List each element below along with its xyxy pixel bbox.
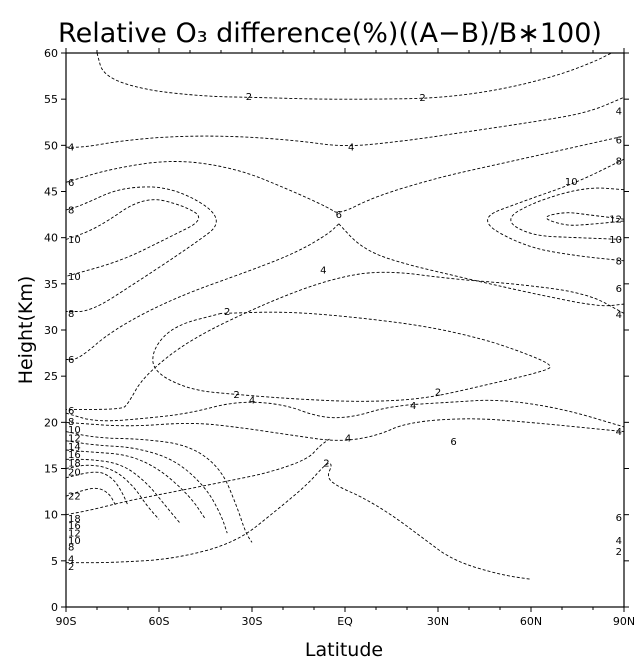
contour-label-46: 6 [616,513,622,524]
contour-label-27: 20 [68,468,81,479]
contour-label-40: 12 [609,215,622,226]
y-tick-label-7: 35 [44,278,58,291]
y-tick-label-5: 25 [44,370,58,383]
chart-title: Relative O₃ difference(%)((A−B)/B∗100) [58,18,602,49]
y-tick-label-0: 0 [51,601,58,614]
contour-line-4 [339,224,624,306]
x-tick-label-3: EQ [337,615,353,628]
contour-label-12: 2 [224,307,230,318]
contour-label-43: 6 [616,284,622,295]
contour-label-6: 10 [68,235,81,246]
x-tick-label-5: 60N [520,615,542,628]
contour-lines [66,53,624,579]
y-tick-label-8: 40 [44,232,58,245]
contour-label-10: 6 [336,210,342,221]
contour-line-3 [66,224,339,360]
contour-label-14: 4 [249,396,255,407]
contour-line-1 [66,97,624,147]
y-tick-label-4: 20 [44,416,58,429]
contour-line-17 [66,459,181,524]
x-tick-label-0: 90S [56,615,77,628]
contour-label-28: 22 [68,492,81,503]
x-tick-label-1: 60S [149,615,170,628]
x-axis-label: Latitude [305,639,383,659]
contour-label-39: 10 [565,177,578,188]
axis-ticks: 0 5 10 15 20 25 30 35 40 45 50 55 60 90S 60S 30S EQ 30N 60… [44,47,634,628]
contour-line-8 [511,188,624,239]
plot-frame [66,53,624,607]
contour-label-16: 4 [410,401,416,412]
y-tick-label-3: 15 [44,463,58,476]
contour-label-13: 2 [233,390,239,401]
y-tick-label-1: 5 [51,555,58,568]
contour-label-36: 4 [616,107,622,118]
contour-line-0 [97,53,612,99]
contour-label-18: 2 [323,459,329,470]
contour-line-22 [66,463,531,579]
contour-line-5 [66,187,216,312]
y-tick-label-12: 60 [44,47,58,60]
contour-label-33: 8 [68,543,74,554]
contour-line-7 [66,200,199,277]
x-tick-label-2: 30S [242,615,263,628]
x-tick-label-6: 90N [613,615,634,628]
contour-label-4: 6 [68,178,74,189]
contour-label-47: 4 [616,536,622,547]
contour-label-20: 6 [68,406,74,417]
y-tick-label-10: 50 [44,139,58,152]
contour-labels: 2 24 4681010866422424426681012141618202218… [68,92,622,573]
y-tick-label-2: 10 [44,509,58,522]
contour-label-1: 2 [419,93,425,104]
contour-label-7: 10 [68,272,81,283]
contour-label-48: 2 [616,547,622,558]
contour-label-11: 4 [320,266,326,277]
contour-line-21 [66,439,330,515]
contour-label-44: 4 [616,310,622,321]
contour-label-0: 2 [246,92,252,103]
contour-line-14 [66,432,252,543]
contour-label-35: 2 [68,562,74,573]
contour-label-37: 6 [616,135,622,146]
y-tick-label-11: 55 [44,93,58,106]
contour-label-38: 8 [616,157,622,168]
contour-line-15 [66,441,227,533]
contour-line-11 [153,312,550,401]
contour-label-45: 4 [616,427,622,438]
y-tick-label-6: 30 [44,324,58,337]
contour-label-41: 10 [609,235,622,246]
contour-line-12 [66,400,624,427]
contour-label-17: 4 [345,434,351,445]
contour-line-10 [66,272,624,409]
y-tick-label-9: 45 [44,186,58,199]
contour-label-19: 6 [450,437,456,448]
contour-label-2: 4 [68,143,74,154]
y-axis-label: Height(Km) [15,276,37,385]
contour-line-16 [66,450,206,519]
x-tick-label-4: 30N [427,615,449,628]
contour-label-5: 8 [68,206,74,217]
contour-label-42: 8 [616,256,622,267]
contour-label-8: 8 [68,309,74,320]
contour-label-9: 6 [68,355,74,366]
contour-line-6 [488,159,624,261]
contour-label-15: 2 [435,387,441,398]
contour-label-3: 4 [348,143,354,154]
